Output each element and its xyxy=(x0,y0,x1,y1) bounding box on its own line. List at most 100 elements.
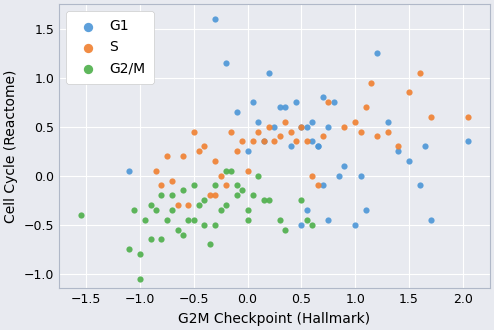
G1 xyxy=(319,95,327,100)
S xyxy=(297,124,305,129)
G2/M xyxy=(147,237,155,242)
G2/M xyxy=(179,232,187,237)
S xyxy=(179,153,187,159)
G1 xyxy=(373,50,381,56)
S xyxy=(405,90,413,95)
S xyxy=(319,134,327,139)
G1 xyxy=(421,144,429,149)
S xyxy=(152,168,160,174)
G2/M xyxy=(265,198,273,203)
S xyxy=(394,144,402,149)
G1 xyxy=(394,148,402,154)
G2/M xyxy=(308,222,316,227)
X-axis label: G2M Checkpoint (Hallmark): G2M Checkpoint (Hallmark) xyxy=(178,312,370,326)
G1 xyxy=(281,104,289,110)
G2/M xyxy=(222,203,230,208)
S xyxy=(276,134,284,139)
G2/M xyxy=(238,188,246,193)
G2/M xyxy=(211,222,219,227)
G2/M xyxy=(260,198,268,203)
S xyxy=(351,119,359,124)
G2/M xyxy=(195,203,203,208)
G2/M xyxy=(130,207,138,213)
G2/M xyxy=(211,183,219,188)
G1 xyxy=(292,100,300,105)
G2/M xyxy=(158,193,165,198)
S xyxy=(206,193,214,198)
G2/M xyxy=(227,168,235,174)
S xyxy=(217,173,225,178)
S xyxy=(211,193,219,198)
S xyxy=(416,70,424,76)
S xyxy=(254,129,262,134)
G2/M xyxy=(297,198,305,203)
G1 xyxy=(254,119,262,124)
S xyxy=(265,124,273,129)
S xyxy=(325,100,332,105)
S xyxy=(383,129,391,134)
G1 xyxy=(335,173,343,178)
G1 xyxy=(287,144,294,149)
G1 xyxy=(325,217,332,222)
G2/M xyxy=(125,247,133,252)
S xyxy=(303,139,311,144)
G2/M xyxy=(173,227,181,232)
G1 xyxy=(308,119,316,124)
S xyxy=(260,139,268,144)
G2/M xyxy=(141,217,149,222)
G1 xyxy=(383,119,391,124)
G1 xyxy=(244,148,251,154)
S xyxy=(244,168,251,174)
S xyxy=(340,124,348,129)
S xyxy=(362,104,370,110)
S xyxy=(249,139,257,144)
G2/M xyxy=(206,242,214,247)
G2/M xyxy=(244,217,251,222)
G2/M xyxy=(222,168,230,174)
G1 xyxy=(211,16,219,21)
G1 xyxy=(319,183,327,188)
G1 xyxy=(233,109,241,115)
G2/M xyxy=(168,193,176,198)
S xyxy=(308,173,316,178)
G1 xyxy=(340,163,348,169)
G2/M xyxy=(233,193,241,198)
G1 xyxy=(297,124,305,129)
S xyxy=(464,114,472,119)
S xyxy=(173,203,181,208)
G2/M xyxy=(201,198,208,203)
S xyxy=(163,153,171,159)
G1 xyxy=(265,70,273,76)
G2/M xyxy=(179,188,187,193)
S xyxy=(357,129,365,134)
S xyxy=(238,139,246,144)
S xyxy=(201,144,208,149)
G2/M xyxy=(217,207,225,213)
G1 xyxy=(325,124,332,129)
S xyxy=(314,183,322,188)
G1 xyxy=(222,60,230,66)
G2/M xyxy=(77,212,84,217)
G2/M xyxy=(136,251,144,257)
G1 xyxy=(314,144,322,149)
G2/M xyxy=(152,207,160,213)
G1 xyxy=(249,100,257,105)
G1 xyxy=(271,124,279,129)
G2/M xyxy=(249,193,257,198)
S xyxy=(227,129,235,134)
S xyxy=(281,119,289,124)
G1 xyxy=(329,100,337,105)
S xyxy=(158,183,165,188)
G2/M xyxy=(190,217,198,222)
G1 xyxy=(303,207,311,213)
G1 xyxy=(308,139,316,144)
G2/M xyxy=(244,207,251,213)
Legend: G1, S, G2/M: G1, S, G2/M xyxy=(66,11,154,84)
G1 xyxy=(405,158,413,164)
G1 xyxy=(260,139,268,144)
S xyxy=(427,114,435,119)
G1 xyxy=(276,104,284,110)
G2/M xyxy=(254,173,262,178)
S xyxy=(211,158,219,164)
S xyxy=(287,129,294,134)
